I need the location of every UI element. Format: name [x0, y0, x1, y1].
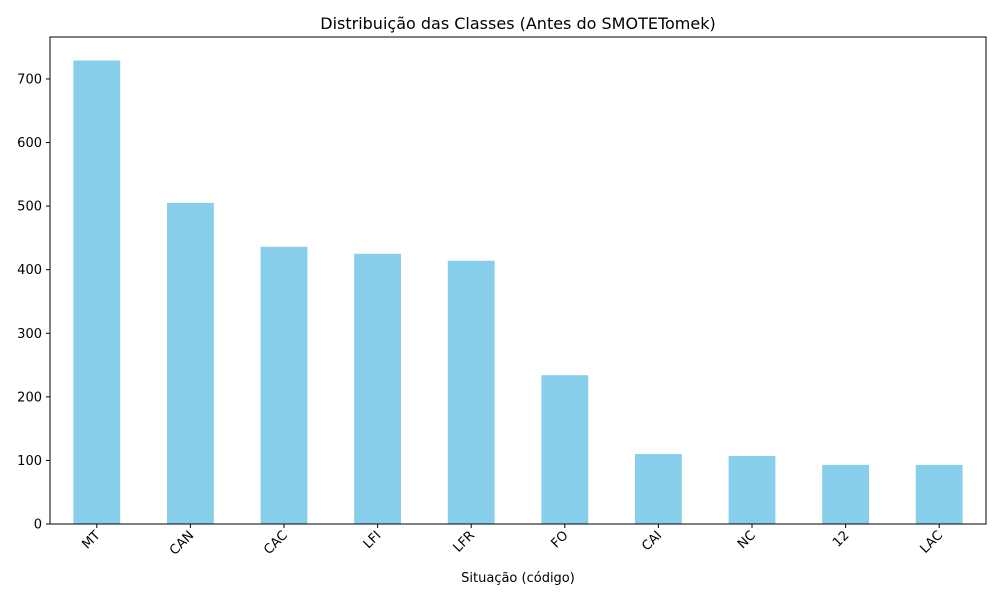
y-tick-label: 400: [17, 263, 42, 278]
bar-12: [822, 464, 869, 524]
x-tick-label: LFR: [451, 528, 478, 555]
x-tick-label: LFI: [361, 528, 385, 552]
y-tick-label: 700: [17, 72, 42, 87]
x-tick-label: CAN: [167, 528, 197, 558]
bar-cai: [635, 454, 682, 524]
x-tick-label: CAI: [639, 528, 665, 554]
y-tick-label: 300: [17, 327, 42, 342]
y-tick-label: 600: [17, 136, 42, 151]
x-tick-label: FO: [548, 528, 571, 551]
x-tick-label: CAC: [261, 528, 291, 558]
x-tick-label: 12: [830, 528, 852, 550]
x-tick-label: MT: [79, 528, 103, 552]
y-tick-label: 100: [17, 454, 42, 469]
x-axis: MT CAN CAC LFI LFR FO CAI NC 12 LAC: [79, 524, 946, 558]
bar-lac: [915, 464, 963, 524]
bar-nc: [728, 455, 776, 524]
y-tick-label: 500: [17, 200, 42, 215]
x-tick-label: LAC: [918, 528, 946, 556]
bar-lfr: [447, 260, 495, 524]
plot-frame: [49, 36, 987, 525]
bars-layer: [73, 60, 963, 524]
x-axis-label: Situação (código): [461, 571, 575, 586]
chart-title: Distribuição das Classes (Antes do SMOTE…: [320, 14, 715, 33]
y-tick-label: 200: [17, 390, 42, 405]
x-tick-label: NC: [735, 528, 759, 552]
bar-cac: [260, 246, 308, 524]
y-axis: 0 100 200 300 400 500 600 700: [17, 72, 50, 533]
bar-fo: [541, 375, 589, 524]
bar-mt: [73, 60, 121, 524]
bar-lfi: [354, 253, 401, 524]
bar-can: [167, 202, 214, 524]
y-tick-label: 0: [34, 518, 42, 533]
